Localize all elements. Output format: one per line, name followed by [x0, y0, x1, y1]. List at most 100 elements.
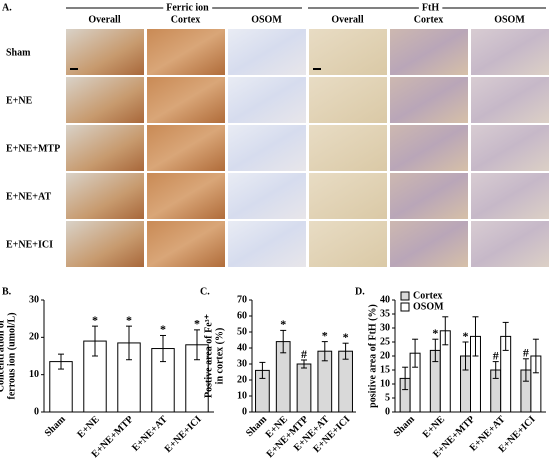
x-tick-label: E+NE — [421, 414, 448, 441]
micrograph — [309, 173, 387, 219]
micrograph — [390, 29, 468, 75]
micrograph — [471, 221, 549, 267]
micrograph — [147, 125, 225, 171]
y-tick-label: 10 — [380, 378, 390, 389]
error-bar — [301, 359, 307, 369]
y-tick-label: 30 — [29, 294, 39, 305]
micrograph — [471, 77, 549, 123]
y-axis-label: Postive area of Fe³⁺ — [203, 314, 214, 398]
error-bar — [462, 341, 469, 371]
x-tick-label: E+NE+ICI — [163, 414, 204, 455]
column-label: Overall — [331, 14, 363, 25]
y-tick-label: 10 — [29, 369, 39, 380]
y-tick-label: 25 — [380, 336, 390, 347]
micrograph — [147, 77, 225, 123]
error-bar — [259, 361, 266, 379]
significance-mark: # — [493, 348, 499, 362]
micrograph — [390, 77, 468, 123]
panel-label: A. — [2, 2, 12, 13]
y-tick-label: 30 — [380, 322, 390, 333]
micrograph — [390, 221, 468, 267]
micrograph — [228, 125, 306, 171]
row-label: Sham — [6, 47, 31, 58]
column-label: OSOM — [494, 14, 525, 25]
panel-label: B. — [2, 286, 12, 297]
micrograph — [66, 221, 144, 267]
y-axis-label: in cortex (%) — [214, 328, 225, 385]
y-tick-label: 20 — [380, 350, 390, 361]
significance-mark: * — [160, 322, 166, 336]
title-backdrop — [418, 2, 443, 14]
legend-swatch — [400, 291, 410, 301]
y-tick-label: 15 — [380, 364, 390, 375]
error-bar — [522, 358, 529, 382]
error-bar — [321, 341, 328, 362]
y-tick-label: 20 — [237, 374, 247, 385]
micrograph — [228, 77, 306, 123]
significance-mark: * — [194, 317, 200, 331]
micrograph — [147, 221, 225, 267]
legend-swatch — [400, 302, 410, 312]
y-tick-label: 0 — [385, 406, 390, 417]
significance-mark: * — [432, 326, 438, 340]
y-tick-label: 30 — [237, 358, 247, 369]
y-tick-label: 35 — [380, 308, 390, 319]
y-axis-label: positive area of FtH (%) — [367, 304, 378, 408]
micrograph — [390, 173, 468, 219]
group-title: Ferric ion — [166, 2, 209, 13]
y-tick-label: 70 — [237, 294, 247, 305]
y-tick-label: 40 — [237, 342, 247, 353]
column-label: Cortex — [414, 14, 443, 25]
micrograph — [228, 173, 306, 219]
micrograph — [309, 221, 387, 267]
micrograph — [147, 29, 225, 75]
micrograph — [66, 77, 144, 123]
micrograph — [66, 29, 144, 75]
micrograph — [471, 29, 549, 75]
legend-label: OSOM — [413, 301, 444, 312]
error-bar — [532, 338, 539, 374]
row-label: E+NE+AT — [6, 191, 51, 202]
row-label: E+NE+MTP — [6, 143, 60, 154]
micrograph — [309, 125, 387, 171]
x-tick-label: E+NE — [75, 414, 102, 441]
micrograph — [66, 173, 144, 219]
x-tick-label: Sham — [392, 413, 418, 439]
x-tick-label: Sham — [43, 413, 69, 439]
significance-mark: * — [126, 313, 132, 327]
bar — [338, 350, 353, 413]
micrograph — [309, 29, 387, 75]
micrograph — [228, 221, 306, 267]
significance-mark: # — [523, 346, 529, 360]
micrograph — [471, 125, 549, 171]
error-bar — [492, 361, 499, 379]
significance-mark: # — [301, 347, 307, 361]
micrograph — [390, 125, 468, 171]
error-bar — [194, 329, 200, 361]
error-bar — [442, 316, 449, 346]
significance-mark: * — [280, 317, 286, 331]
error-bar — [126, 325, 132, 361]
error-bar — [160, 334, 166, 363]
panel-label: C. — [200, 286, 210, 297]
y-tick-label: 0 — [34, 406, 39, 417]
title-backdrop — [163, 2, 213, 14]
legend-label: Cortex — [413, 290, 442, 301]
micrograph — [147, 173, 225, 219]
row-label: E+NE+ICI — [6, 239, 53, 250]
error-bar — [58, 353, 64, 370]
y-tick-label: 40 — [380, 294, 390, 305]
significance-mark: * — [322, 328, 328, 342]
micrograph — [471, 173, 549, 219]
y-tick-label: 0 — [242, 406, 247, 417]
row-label: E+NE — [6, 95, 33, 106]
column-label: Cortex — [171, 14, 200, 25]
y-tick-label: 50 — [237, 326, 247, 337]
error-bar — [280, 329, 287, 354]
significance-mark: * — [92, 313, 98, 327]
y-axis-label: Concentration of — [0, 319, 6, 392]
error-bar — [412, 338, 419, 368]
micrograph — [66, 125, 144, 171]
micrograph — [228, 29, 306, 75]
y-tick-label: 10 — [237, 390, 247, 401]
